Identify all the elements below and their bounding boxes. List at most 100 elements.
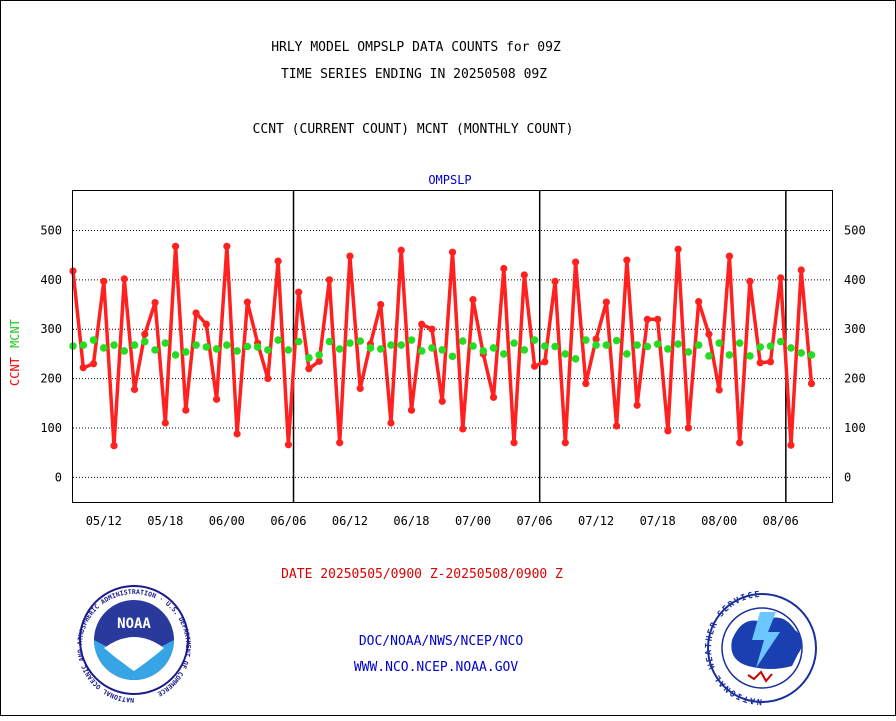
mcnt-point (530, 336, 539, 344)
mcnt-point (623, 350, 631, 358)
mcnt-point (387, 341, 395, 349)
mcnt-point (633, 341, 641, 349)
y-tick-label: 500 (844, 223, 866, 237)
ccnt-point (489, 393, 498, 401)
date-range: DATE 20250505/0900 Z-20250508/0900 Z (281, 567, 563, 582)
mcnt-point (469, 342, 477, 350)
ccnt-point (356, 384, 364, 393)
x-tick-labels: 05/12 05/18 06/00 06/06 06/12 06/18 07/00 07/06… (86, 514, 799, 528)
ccnt-point (377, 300, 385, 309)
mcnt-point (725, 351, 734, 359)
ccnt-point (530, 362, 539, 370)
y-tick-label: 100 (40, 421, 62, 435)
mcnt-point (787, 344, 795, 352)
x-tick-label: 06/00 (209, 514, 245, 528)
ccnt-point (571, 258, 580, 266)
ccnt-point (151, 298, 159, 307)
mcnt-point (571, 355, 580, 363)
ccnt-point (725, 252, 734, 260)
mcnt-point (284, 346, 293, 354)
mcnt-point (294, 337, 303, 346)
mcnt-point (130, 341, 139, 349)
ccnt-point (654, 315, 662, 323)
mcnt-point (79, 341, 88, 349)
header-title: HRLY MODEL OMPSLP DATA COUNTS for 09Z (271, 40, 561, 55)
ccnt-point (325, 276, 334, 284)
mcnt-point (499, 350, 508, 358)
header-legend-note: CCNT (CURRENT COUNT) MCNT (MONTHLY COUNT… (253, 122, 574, 137)
mcnt-point (551, 342, 559, 351)
mcnt-point (715, 339, 723, 347)
ccnt-point (756, 359, 764, 367)
mcnt-point (161, 339, 170, 347)
y-axis-label-ccnt: CCNT (8, 357, 22, 386)
mcnt-point (366, 344, 375, 352)
panel-title: OMPSLP (428, 173, 471, 187)
mcnt-point (315, 351, 323, 359)
ccnt-point (110, 442, 118, 450)
mcnt-point (110, 341, 118, 349)
mcnt-point (223, 341, 231, 349)
y-tick-labels-right: 0 100 200 300 400 500 (844, 223, 866, 484)
x-tick-label: 05/18 (147, 514, 183, 528)
mcnt-point (264, 346, 272, 354)
ccnt-point (777, 274, 785, 282)
ccnt-point (192, 309, 200, 317)
mcnt-point (253, 343, 262, 351)
ccnt-point (428, 325, 436, 333)
ccnt-point (582, 379, 590, 388)
ccnt-point (438, 397, 446, 405)
header-subtitle: TIME SERIES ENDING IN 20250508 09Z (281, 67, 547, 82)
ccnt-point (643, 315, 651, 323)
mcnt-point (674, 340, 682, 348)
mcnt-point (202, 343, 211, 351)
mcnt-point (520, 346, 529, 354)
ccnt-point (212, 395, 221, 403)
ccnt-point (79, 364, 87, 372)
ccnt-point (346, 252, 354, 260)
y-tick-label: 300 (40, 322, 62, 336)
ccnt-point (705, 330, 713, 338)
ccnt-point (459, 425, 467, 433)
y-tick-label: 0 (55, 470, 62, 484)
mcnt-point (151, 346, 159, 354)
mcnt-point (684, 348, 693, 356)
x-tick-label: 07/12 (578, 514, 614, 528)
ccnt-point (613, 422, 621, 430)
ccnt-point (541, 358, 549, 366)
y-axis-label-mcnt: MCNT (8, 319, 22, 348)
ccnt-point (336, 439, 344, 447)
mcnt-point (438, 346, 447, 354)
x-tick-label: 06/06 (270, 514, 306, 528)
mcnt-point (664, 345, 672, 353)
x-tick-label: 07/18 (640, 514, 676, 528)
ccnt-point (284, 441, 292, 449)
mcnt-point (746, 352, 754, 360)
mcnt-point (346, 339, 354, 347)
mcnt-point (243, 342, 252, 351)
ccnt-point (746, 277, 754, 285)
mcnt-point (376, 345, 385, 353)
ccnt-point (161, 419, 169, 427)
ccnt-point (787, 441, 795, 449)
mcnt-point (448, 352, 457, 361)
mcnt-point (356, 337, 364, 345)
mcnt-point (735, 339, 744, 347)
y-tick-label: 100 (844, 421, 866, 435)
org-line: DOC/NOAA/NWS/NCEP/NCO (359, 634, 524, 649)
mcnt-point (325, 337, 334, 346)
ccnt-point (418, 320, 426, 328)
ccnt-point (695, 297, 703, 306)
mcnt-point (182, 348, 190, 356)
mcnt-point (305, 354, 313, 362)
ccnt-point (715, 386, 723, 394)
ccnt-point (797, 266, 805, 274)
ccnt-point (274, 257, 282, 265)
ccnt-point (674, 245, 682, 253)
ccnt-point (223, 242, 231, 250)
ccnt-point (315, 357, 323, 365)
url-line: WWW.NCO.NCEP.NOAA.GOV (354, 660, 519, 675)
mcnt-series (69, 336, 816, 363)
